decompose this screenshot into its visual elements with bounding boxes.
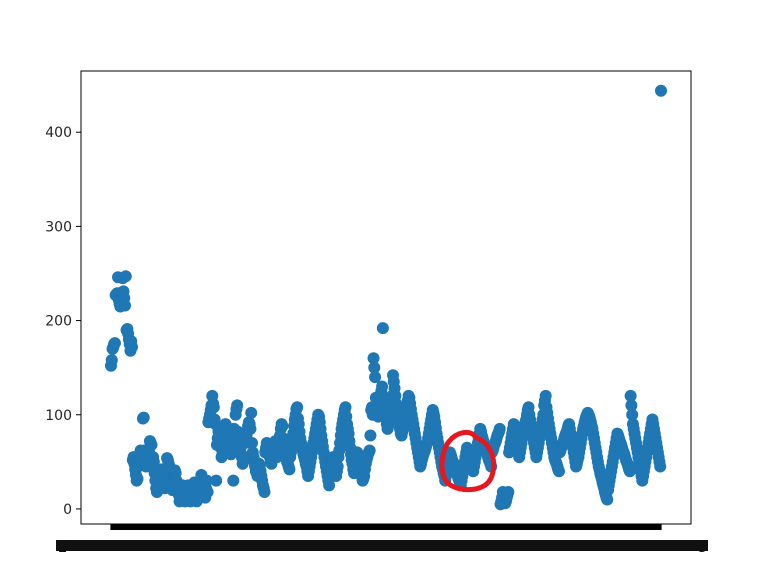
scatter-point <box>119 299 132 312</box>
x-tick-labels-overlap <box>56 540 708 551</box>
scatter-point <box>210 474 223 487</box>
scatter-point <box>137 411 150 424</box>
scatter-point <box>626 408 639 421</box>
y-tick-label: 400 <box>45 125 72 141</box>
scatter-point <box>323 479 336 492</box>
scatter-point <box>126 340 139 353</box>
y-tick-label: 200 <box>45 314 72 330</box>
scatter-point <box>245 406 258 419</box>
scatter-point <box>369 371 382 384</box>
scatter-point <box>552 465 565 478</box>
scatter-point <box>493 422 506 435</box>
scatter-point <box>363 444 376 457</box>
scatter-point <box>654 460 667 473</box>
scatter-point <box>625 399 638 412</box>
scatter-point <box>502 485 515 498</box>
scatter-point <box>364 429 377 442</box>
scatter-point <box>624 389 637 402</box>
scatter-point <box>227 474 240 487</box>
scatter-point <box>291 401 304 414</box>
scatter-point <box>339 401 352 414</box>
scatter-point <box>119 270 132 283</box>
scatter-point <box>623 465 636 478</box>
x-tick-label-fragment: 2 <box>58 538 68 556</box>
y-tick-label: 0 <box>63 502 72 518</box>
scatter-point <box>655 84 667 97</box>
scatter-point <box>539 389 552 402</box>
scatter-point <box>246 437 259 450</box>
scatter-point <box>108 337 121 350</box>
scatter-points <box>105 84 667 511</box>
scatter-point <box>276 420 289 433</box>
scatter-point <box>231 399 244 412</box>
scatter-point <box>368 361 381 374</box>
scatter-point <box>601 493 614 506</box>
scatter-point <box>244 422 257 435</box>
scatter-point <box>376 380 389 393</box>
y-tick-label: 100 <box>45 408 72 424</box>
scatter-point <box>367 352 380 365</box>
scatter-point <box>207 401 220 414</box>
scatter-point <box>147 455 160 468</box>
scatter-point <box>200 474 213 487</box>
scatter-point <box>376 322 389 335</box>
scatter-point <box>201 485 214 498</box>
outlier-highlight-circle <box>439 429 497 493</box>
scatter-point <box>145 438 158 451</box>
y-tick-label: 300 <box>45 219 72 235</box>
scatter-point <box>131 472 144 485</box>
x-tick-label-fragment: 5 <box>698 538 708 556</box>
scatter-point <box>258 485 271 498</box>
y-axis: 0 100 200 300 400 <box>45 125 81 518</box>
scatter-point <box>331 460 344 473</box>
scatter-point <box>105 354 118 367</box>
annotation-layer <box>439 429 497 493</box>
scatter-point <box>283 463 296 476</box>
